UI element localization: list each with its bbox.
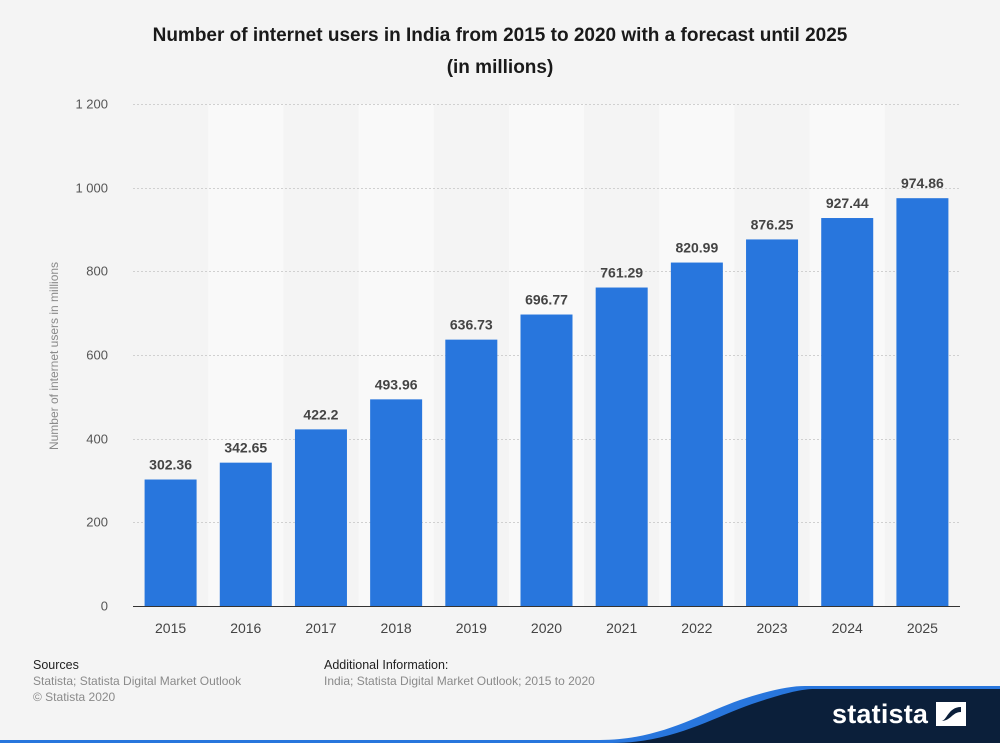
value-label-2020: 696.77 bbox=[525, 292, 568, 308]
statista-logo-icon bbox=[936, 702, 967, 726]
bar-2023[interactable] bbox=[746, 239, 799, 606]
value-label-2018: 493.96 bbox=[375, 376, 418, 392]
bar-2020[interactable] bbox=[520, 314, 573, 606]
additional-info-block: Additional Information: India; Statista … bbox=[324, 657, 595, 689]
bar-2019[interactable] bbox=[445, 339, 498, 606]
x-tick-labels: 2015 2016 2017 2018 2019 2020 2021 2022 2023 2024… bbox=[155, 620, 938, 636]
value-label-2023: 876.25 bbox=[751, 216, 794, 232]
x-tick-label-2016: 2016 bbox=[230, 620, 261, 636]
bar-2016[interactable] bbox=[219, 462, 272, 606]
value-label-2025: 974.86 bbox=[901, 175, 944, 191]
x-tick-label-2024: 2024 bbox=[832, 620, 863, 636]
x-tick-label-2020: 2020 bbox=[531, 620, 562, 636]
y-tick-label-600: 600 bbox=[86, 348, 108, 363]
value-label-2022: 820.99 bbox=[675, 240, 718, 256]
x-tick-label-2022: 2022 bbox=[681, 620, 712, 636]
y-tick-label-0: 0 bbox=[101, 599, 108, 614]
additional-info-heading: Additional Information: bbox=[324, 658, 449, 672]
y-tick-label-800: 800 bbox=[86, 264, 108, 279]
value-label-2015: 302.36 bbox=[149, 457, 192, 473]
value-label-2016: 342.65 bbox=[224, 440, 267, 456]
value-label-2017: 422.2 bbox=[303, 406, 338, 422]
sources-heading: Sources bbox=[33, 658, 79, 672]
x-tick-label-2017: 2017 bbox=[305, 620, 336, 636]
bar-2017[interactable] bbox=[294, 429, 347, 606]
y-tick-labels: 0 200 400 600 800 1 000 1 200 bbox=[75, 97, 108, 614]
x-tick-label-2018: 2018 bbox=[381, 620, 412, 636]
statista-wordmark: statista bbox=[832, 698, 929, 729]
value-label-2019: 636.73 bbox=[450, 317, 493, 333]
x-tick-label-2015: 2015 bbox=[155, 620, 186, 636]
brand-wave bbox=[0, 686, 1000, 743]
bar-2025[interactable] bbox=[896, 198, 949, 606]
x-tick-label-2025: 2025 bbox=[907, 620, 938, 636]
statista-logo[interactable]: statista bbox=[832, 697, 967, 731]
y-tick-label-1200: 1 200 bbox=[75, 97, 108, 112]
bars bbox=[144, 198, 949, 606]
y-tick-label-400: 400 bbox=[86, 432, 108, 447]
x-tick-label-2019: 2019 bbox=[456, 620, 487, 636]
chart-title-line-2: (in millions) bbox=[446, 57, 554, 78]
x-tick-label-2021: 2021 bbox=[606, 620, 637, 636]
bar-2018[interactable] bbox=[370, 399, 423, 606]
bar-chart: 302.36 342.65 422.2 493.96 636.73 696.77 761.2… bbox=[47, 97, 960, 636]
value-label-2024: 927.44 bbox=[826, 195, 869, 211]
bar-2022[interactable] bbox=[670, 262, 723, 606]
chart-title: Number of internet users in India from 2… bbox=[60, 20, 940, 84]
brand-wave-dark bbox=[0, 689, 1000, 743]
bar-2024[interactable] bbox=[821, 218, 874, 606]
y-tick-label-1000: 1 000 bbox=[75, 181, 108, 196]
bar-2015[interactable] bbox=[144, 479, 197, 606]
value-label-2021: 761.29 bbox=[600, 265, 643, 281]
x-tick-label-2023: 2023 bbox=[756, 620, 787, 636]
sources-block: Sources Statista; Statista Digital Marke… bbox=[33, 657, 241, 705]
sources-line-2: © Statista 2020 bbox=[33, 690, 116, 704]
bar-2021[interactable] bbox=[595, 287, 648, 606]
value-labels: 302.36 342.65 422.2 493.96 636.73 696.77 761.2… bbox=[149, 175, 944, 472]
sources-line-1[interactable]: Statista; Statista Digital Market Outloo… bbox=[33, 674, 242, 688]
y-axis-label: Number of internet users in millions bbox=[47, 262, 61, 450]
y-tick-label-200: 200 bbox=[86, 515, 108, 530]
chart-title-line-1: Number of internet users in India from 2… bbox=[152, 25, 848, 46]
additional-info-line: India; Statista Digital Market Outlook; … bbox=[324, 674, 595, 688]
